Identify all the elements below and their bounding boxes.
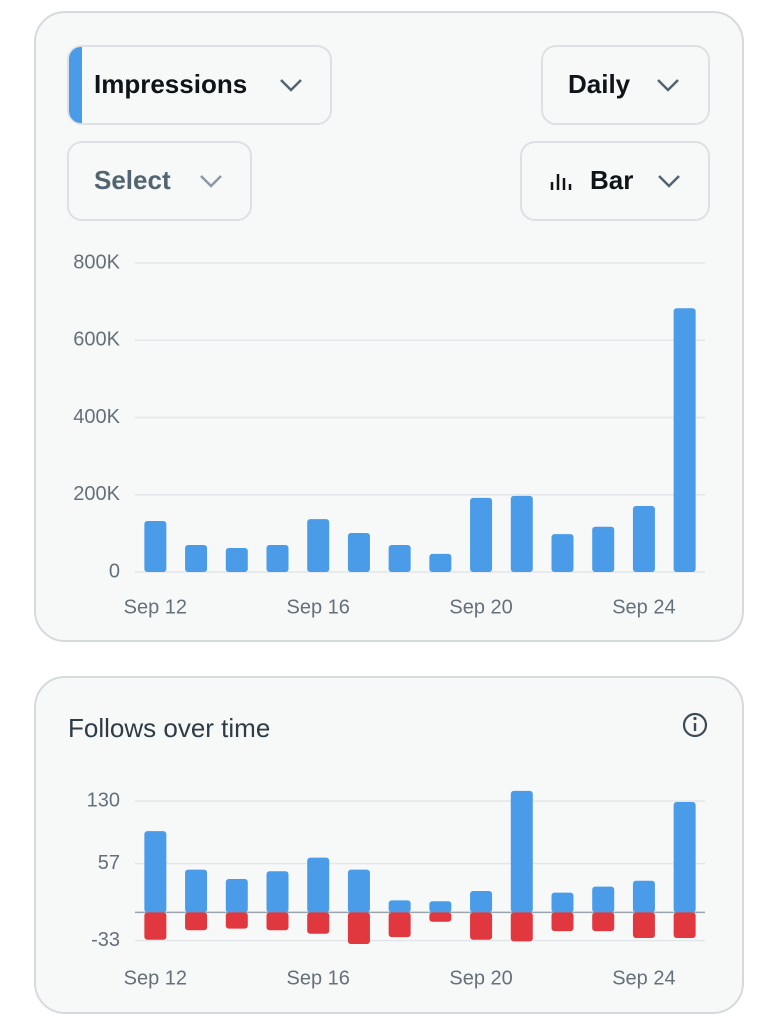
- y-tick-label: 800K: [73, 251, 120, 273]
- bar: [185, 869, 208, 913]
- compare-dropdown[interactable]: Select: [67, 141, 252, 221]
- bar: [673, 912, 696, 939]
- bar: [592, 526, 615, 572]
- dropdown-label: Bar: [590, 165, 633, 195]
- metric-dropdown[interactable]: Impressions: [67, 45, 332, 125]
- y-tick-label: 0: [109, 560, 120, 582]
- bar: [266, 912, 289, 931]
- bar: [185, 544, 208, 572]
- bar: [429, 553, 452, 572]
- x-tick-label: Sep 12: [124, 596, 187, 618]
- bar: [592, 886, 615, 913]
- dropdown-box: [520, 141, 710, 221]
- bar: [388, 912, 411, 938]
- interval-dropdown[interactable]: Daily: [541, 45, 710, 125]
- y-tick-label: 130: [87, 789, 120, 811]
- x-tick-label: Sep 20: [449, 596, 512, 618]
- bar: [347, 869, 370, 913]
- y-tick-label: 57: [98, 852, 120, 874]
- y-tick-label: -33: [91, 929, 120, 951]
- bar: [144, 912, 167, 940]
- bar: [673, 801, 696, 913]
- bar: [307, 912, 330, 934]
- x-tick-label: Sep 12: [124, 967, 187, 989]
- bar: [470, 912, 493, 940]
- info-dot: [693, 716, 697, 721]
- y-tick-label: 400K: [73, 406, 120, 428]
- bar: [632, 505, 655, 572]
- bar: [592, 912, 615, 932]
- y-tick-label: 600K: [73, 329, 120, 351]
- bar: [266, 544, 289, 572]
- bar: [470, 497, 493, 572]
- bar: [144, 521, 167, 572]
- bar: [185, 912, 208, 931]
- bar: [510, 790, 533, 913]
- info-circle: [682, 712, 708, 738]
- x-tick-label: Sep 16: [287, 967, 350, 989]
- chart-title: Follows over time: [68, 713, 270, 743]
- bar-icon: [550, 174, 572, 190]
- bar: [470, 890, 493, 913]
- bar: [632, 912, 655, 939]
- accent: [68, 47, 82, 123]
- bar: [388, 900, 411, 913]
- dropdown-box: [67, 45, 332, 125]
- bar: [307, 519, 330, 572]
- bar: [225, 878, 248, 913]
- chevron: [657, 79, 679, 92]
- bar: [510, 495, 533, 572]
- bar: [347, 912, 370, 944]
- style-dropdown[interactable]: Bar: [520, 141, 710, 221]
- bar: [551, 912, 574, 932]
- chevron: [280, 79, 302, 92]
- x-tick-label: Sep 16: [287, 596, 350, 618]
- bar: [510, 912, 533, 942]
- bar: [429, 901, 452, 913]
- x-tick-label: Sep 24: [612, 596, 675, 618]
- dropdown-label: Select: [94, 165, 171, 195]
- dropdown-label: Impressions: [94, 69, 247, 99]
- bar: [673, 308, 696, 572]
- bar: [266, 871, 289, 913]
- bar: [551, 892, 574, 913]
- info-icon[interactable]: [682, 712, 708, 738]
- y-tick-label: 200K: [73, 483, 120, 505]
- bar: [551, 534, 574, 572]
- bar: [632, 880, 655, 913]
- chevron: [658, 175, 680, 188]
- x-tick-label: Sep 24: [612, 967, 675, 989]
- bar: [388, 544, 411, 572]
- bar: [307, 857, 330, 913]
- bar: [225, 548, 248, 572]
- chevron: [200, 175, 222, 188]
- dropdown-box: [67, 141, 252, 221]
- bar: [429, 912, 452, 922]
- x-tick-label: Sep 20: [449, 967, 512, 989]
- dropdown-box: [541, 45, 710, 125]
- dropdown-label: Daily: [568, 69, 631, 99]
- bar: [225, 912, 248, 929]
- bar: [347, 532, 370, 572]
- bar: [144, 831, 167, 913]
